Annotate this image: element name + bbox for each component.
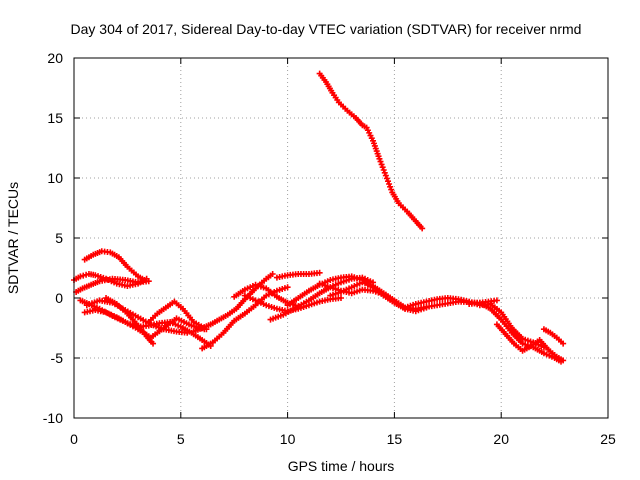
series-arc-21 bbox=[540, 326, 567, 347]
axis-ticks bbox=[73, 57, 609, 419]
data-point bbox=[493, 297, 500, 304]
y-tick-label: -10 bbox=[43, 410, 63, 426]
data-point bbox=[150, 340, 157, 347]
data-point bbox=[316, 269, 323, 276]
series-group bbox=[71, 70, 567, 365]
y-axis-label: SDTVAR / TECUs bbox=[5, 182, 21, 294]
chart-title: Day 304 of 2017, Sidereal Day-to-day VTE… bbox=[71, 21, 582, 37]
y-tick-label: 0 bbox=[55, 290, 63, 306]
x-tick-label: 15 bbox=[387, 431, 403, 447]
data-point bbox=[560, 340, 567, 347]
x-tick-label: 25 bbox=[600, 431, 616, 447]
x-axis-label: GPS time / hours bbox=[288, 458, 395, 474]
x-tick-label: 10 bbox=[280, 431, 296, 447]
y-tick-label: 15 bbox=[47, 110, 63, 126]
data-point bbox=[284, 284, 291, 291]
x-tick-label: 5 bbox=[177, 431, 185, 447]
x-tick-label: 20 bbox=[493, 431, 509, 447]
data-point bbox=[184, 329, 191, 336]
data-point bbox=[145, 278, 152, 285]
y-tick-label: 5 bbox=[55, 230, 63, 246]
grid-lines bbox=[74, 58, 608, 418]
series-arc-22 bbox=[316, 70, 426, 232]
series-arc-19 bbox=[466, 299, 565, 365]
series-arc-3 bbox=[73, 275, 152, 295]
data-point bbox=[80, 272, 87, 279]
y-tick-labels: -10 -5 0 5 10 15 20 bbox=[43, 50, 63, 426]
data-point bbox=[560, 357, 567, 364]
y-tick-label: 10 bbox=[47, 170, 63, 186]
data-point bbox=[338, 295, 344, 301]
data-point bbox=[419, 225, 426, 232]
series-arc-14 bbox=[273, 269, 323, 281]
series-arc-7 bbox=[103, 295, 157, 347]
y-tick-label: -5 bbox=[51, 350, 64, 366]
data-point bbox=[269, 271, 276, 277]
y-tick-label: 20 bbox=[47, 50, 63, 66]
x-tick-label: 0 bbox=[70, 431, 78, 447]
series-arc-20 bbox=[493, 321, 567, 364]
x-tick-labels: 0 5 10 15 20 25 bbox=[70, 431, 616, 447]
